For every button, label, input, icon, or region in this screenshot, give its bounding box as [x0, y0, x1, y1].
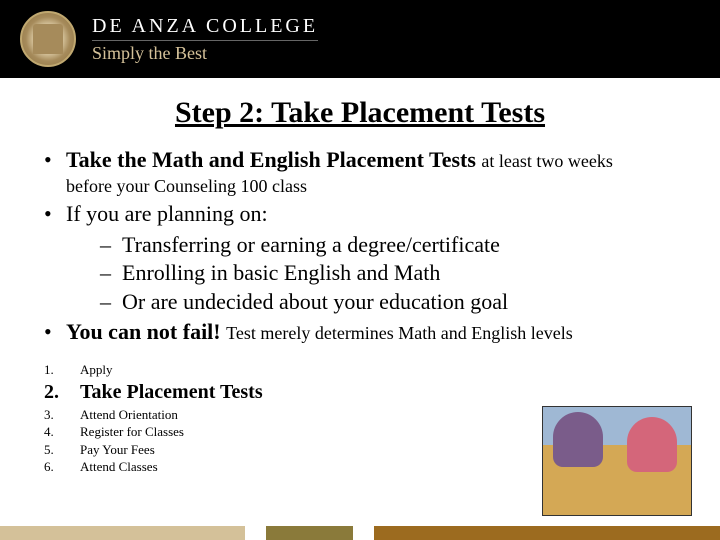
college-name: DE ANZA COLLEGE: [92, 15, 318, 38]
step-num: 2.: [44, 379, 80, 406]
sub-bullet-3: Or are undecided about your education go…: [100, 288, 690, 317]
step-num: 1.: [44, 361, 80, 379]
header-bar: DE ANZA COLLEGE Simply the Best: [0, 0, 720, 78]
sub-bullet-2: Enrolling in basic English and Math: [100, 259, 690, 288]
footer-seg-gap2: [353, 526, 375, 540]
college-tagline: Simply the Best: [92, 40, 318, 64]
bullet-2: If you are planning on: Transferring or …: [44, 200, 690, 316]
footer-seg-gap1: [245, 526, 267, 540]
footer-stripe: [0, 526, 720, 540]
bullet-3-tail: Test merely determines Math and English …: [226, 323, 573, 343]
step-num: 6.: [44, 458, 80, 476]
step-num: 4.: [44, 423, 80, 441]
step-label: Register for Classes: [80, 423, 184, 441]
bullet-2-children: Transferring or earning a degree/certifi…: [66, 231, 690, 317]
step-num: 5.: [44, 441, 80, 459]
bullet-1-subline: before your Counseling 100 class: [66, 175, 690, 198]
footer-seg-olive: [266, 526, 352, 540]
step-num: 3.: [44, 406, 80, 424]
header-text: DE ANZA COLLEGE Simply the Best: [92, 15, 318, 64]
bullet-2-text: If you are planning on:: [66, 201, 268, 226]
bullet-1: Take the Math and English Placement Test…: [44, 146, 690, 198]
page-title: Step 2: Take Placement Tests: [30, 96, 690, 130]
sub-bullet-1: Transferring or earning a degree/certifi…: [100, 231, 690, 260]
footer-seg-tan: [0, 526, 245, 540]
step-label: Apply: [80, 361, 113, 379]
main-bullets: Take the Math and English Placement Test…: [30, 146, 690, 347]
step-label: Attend Classes: [80, 458, 158, 476]
bullet-1-tail: at least two weeks: [481, 151, 612, 171]
step-row-2-current: 2. Take Placement Tests: [44, 379, 690, 406]
step-label: Pay Your Fees: [80, 441, 155, 459]
bullet-3: You can not fail! Test merely determines…: [44, 318, 690, 347]
students-illustration-icon: [542, 406, 692, 516]
step-label: Attend Orientation: [80, 406, 178, 424]
step-label: Take Placement Tests: [80, 379, 263, 406]
bullet-3-lead: You can not fail!: [66, 319, 226, 344]
step-row-1: 1. Apply: [44, 361, 690, 379]
bullet-1-lead: Take the Math and English Placement Test…: [66, 147, 481, 172]
college-seal-icon: [20, 11, 76, 67]
footer-seg-brown: [374, 526, 720, 540]
